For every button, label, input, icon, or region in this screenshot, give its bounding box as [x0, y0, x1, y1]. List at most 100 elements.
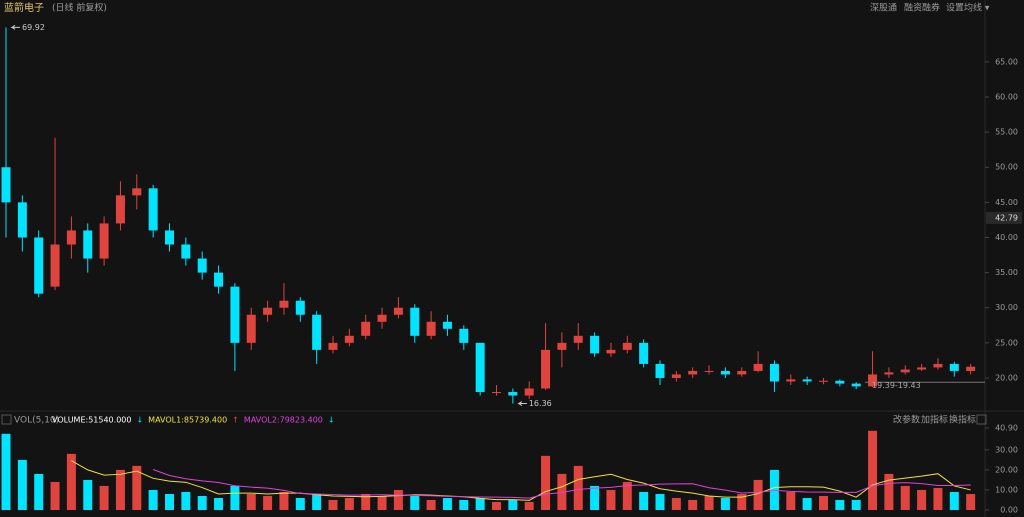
candle-body [949, 363, 959, 371]
button[interactable]: 深股通 [870, 3, 897, 14]
candle-body [835, 380, 845, 384]
volume-bar [737, 493, 747, 510]
candle-body [344, 335, 354, 343]
candle-body [410, 307, 420, 336]
volume-bar [295, 497, 305, 510]
volume-bar [279, 491, 289, 510]
candle-body [50, 244, 60, 287]
volume-bar [377, 495, 387, 510]
volume-bar [99, 485, 109, 510]
volume-bar [34, 473, 44, 510]
button[interactable]: 加指标 [921, 414, 948, 426]
y-tick-label: 55.00 [995, 128, 1018, 137]
candle-body [279, 300, 289, 308]
volume-bar [312, 493, 322, 510]
y-tick-label: 20.00 [995, 373, 1018, 382]
volume-bar [263, 495, 273, 510]
price-marker: 42.79 [995, 213, 1018, 222]
candle-body [884, 372, 894, 375]
button[interactable]: 改参数 [893, 414, 920, 426]
candle-body [165, 230, 174, 245]
volume-bar [720, 497, 730, 510]
candle-body [361, 321, 371, 336]
y-tick-label: 30.00 [995, 303, 1018, 312]
volume-bar [66, 453, 76, 510]
volume-bar [933, 487, 943, 510]
volume-bar [704, 495, 714, 510]
volume-bar [802, 497, 812, 510]
volume-bar [83, 479, 93, 510]
volume-bar [900, 485, 910, 510]
candle-body [66, 230, 76, 245]
volume-bar [1, 433, 11, 510]
y-tick-label: 35.00 [995, 268, 1018, 277]
ma-line [152, 469, 971, 499]
volume-bar [17, 459, 27, 510]
volume-bar [214, 497, 224, 510]
candle-body [524, 388, 534, 396]
volume-bar [393, 489, 403, 510]
candle-body [214, 272, 224, 287]
candle-body [148, 188, 158, 231]
volume-bar [671, 497, 681, 510]
button[interactable]: 设置均线 ▾ [946, 2, 990, 14]
candle-body [966, 366, 976, 371]
volume-bar [442, 497, 452, 510]
volume-bar [344, 497, 354, 510]
vol-title: VOL(5,10) [14, 416, 59, 426]
legend-item: MAVOL1:85739.400 [148, 416, 227, 425]
candle-body [769, 363, 779, 382]
candle-body [99, 223, 109, 259]
candle-body [720, 370, 730, 375]
legend-item: ↓ [328, 416, 335, 425]
candle-body [622, 342, 632, 350]
volume-bar [639, 491, 649, 510]
candle-body [83, 230, 93, 259]
mode: (日线 前复权) [52, 2, 107, 14]
candle-body [442, 321, 452, 329]
candle-body [492, 392, 501, 394]
y-tick-label: 60.00 [995, 92, 1018, 101]
y-tick-label: 65.00 [995, 57, 1018, 66]
button[interactable]: 融资融券 [904, 2, 940, 14]
volume-bar [181, 491, 191, 510]
candle-body [508, 392, 518, 396]
candle-body [230, 286, 240, 343]
volume-bar [246, 493, 256, 510]
candle-body [132, 188, 142, 196]
volume-bar [868, 430, 878, 510]
help-icon[interactable] [1, 414, 12, 425]
stock-name: 蓝箭电子 [4, 1, 44, 14]
candle-body [181, 244, 191, 259]
volume-bar [851, 499, 861, 510]
range-label: 19.39-19.43 [872, 381, 921, 390]
candle-body [590, 335, 600, 354]
candle-body [557, 342, 567, 350]
volume-bar [426, 499, 436, 510]
volume-bar [622, 481, 632, 510]
volume-bar [197, 495, 207, 510]
close-icon[interactable] [976, 414, 987, 425]
volume-bar [573, 465, 583, 510]
y-tick-label: 25.00 [995, 338, 1018, 347]
candle-body [377, 314, 387, 322]
y-tick-label: 45.00 [995, 198, 1018, 207]
button[interactable]: 换指标 [949, 414, 976, 426]
price-marker-box [986, 211, 1022, 224]
volume-bar [590, 485, 600, 510]
volume-bar [492, 501, 501, 510]
candle-body [917, 367, 927, 370]
candle-body [671, 374, 681, 378]
y-tick-label: 40.90 [995, 424, 1018, 433]
candle-body [328, 342, 338, 350]
candle-body [655, 363, 665, 378]
volume-bar [410, 495, 420, 510]
candle-body [786, 379, 796, 382]
candle-body [753, 363, 763, 371]
candle-body [263, 307, 273, 315]
volume-bar [328, 499, 338, 510]
candle-body [737, 370, 747, 375]
volume-bar [753, 479, 763, 510]
volume-bar [655, 493, 665, 510]
